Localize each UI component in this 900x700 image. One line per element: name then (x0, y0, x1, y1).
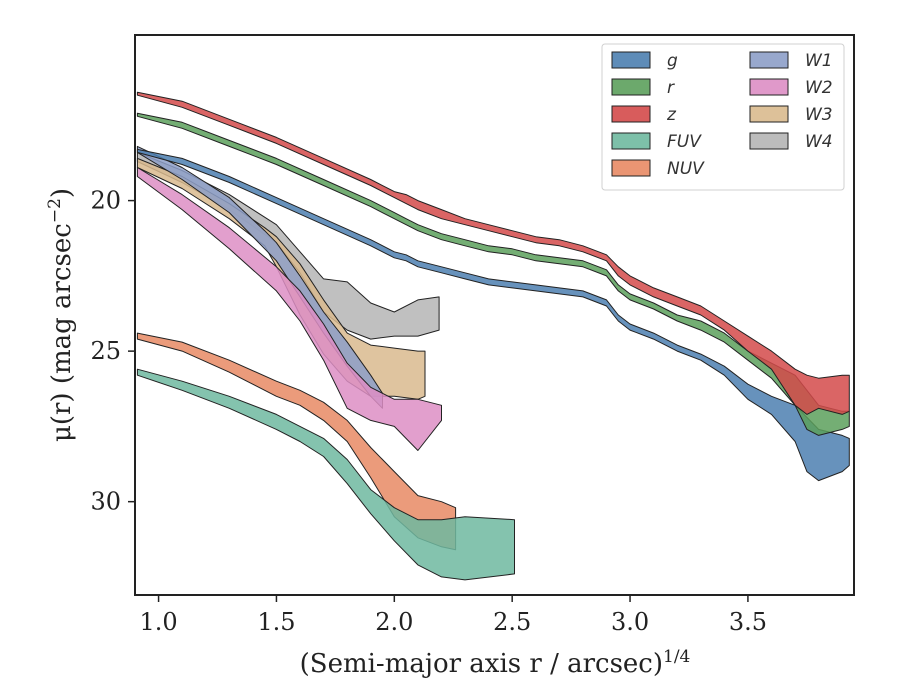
y-axis-ticks: 20 25 30 (90, 187, 135, 516)
legend-label-z: z (666, 105, 677, 125)
x-tick-label: 1.5 (257, 608, 295, 636)
legend-label-w1: W1 (805, 51, 833, 71)
y-tick-label: 20 (90, 187, 121, 215)
profile-bands (136, 91, 850, 581)
band-r (136, 112, 850, 436)
legend-swatch-z (611, 105, 651, 123)
x-axis-label: (Semi-major axis r / arcsec) (300, 649, 663, 679)
legend-label-r: r (667, 78, 675, 98)
legend-label-fuv: FUV (667, 132, 702, 152)
legend-swatch-w2 (749, 78, 789, 96)
legend-swatch-g (611, 51, 651, 69)
x-tick-label: 3.0 (611, 608, 649, 636)
legend-label-g: g (667, 51, 678, 71)
band-z (136, 91, 850, 415)
x-axis-title: (Semi-major axis r / arcsec)1/4 (300, 647, 691, 679)
plot-frame (134, 34, 855, 596)
x-axis-ticks: 1.0 1.5 2.0 2.5 3.0 3.5 (139, 595, 767, 636)
x-axis-label-exponent: 1/4 (663, 647, 690, 667)
y-axis-title: μ(r) (mag arcsec−2) (45, 188, 77, 442)
legend-swatch-r (611, 78, 651, 96)
legend-swatch-nuv (611, 159, 651, 177)
band-g (136, 148, 850, 482)
legend-swatch-w3 (749, 105, 789, 123)
y-axis-label-tail: ) (47, 188, 77, 198)
x-tick-label: 1.0 (139, 608, 177, 636)
legend-label-nuv: NUV (667, 159, 705, 179)
legend-label-w3: W3 (805, 105, 833, 125)
y-axis-label-exponent: −2 (45, 198, 65, 223)
y-tick-label: 25 (90, 337, 121, 365)
band-fuv (136, 368, 515, 581)
legend-swatch-fuv (611, 132, 651, 150)
band-w2 (136, 167, 442, 451)
x-tick-label: 2.0 (375, 608, 413, 636)
legend: grz FUV NUV W1 W2 W3 W4 (601, 43, 845, 191)
y-tick-label: 30 (90, 488, 121, 516)
x-tick-label: 2.5 (493, 608, 531, 636)
legend-label-w4: W4 (805, 132, 833, 152)
x-tick-label: 3.5 (729, 608, 767, 636)
legend-swatch-w4 (749, 132, 789, 150)
legend-label-w2: W2 (805, 78, 833, 98)
y-axis-label: μ(r) (mag arcsec (47, 223, 77, 442)
legend-swatch-w1 (749, 51, 789, 69)
